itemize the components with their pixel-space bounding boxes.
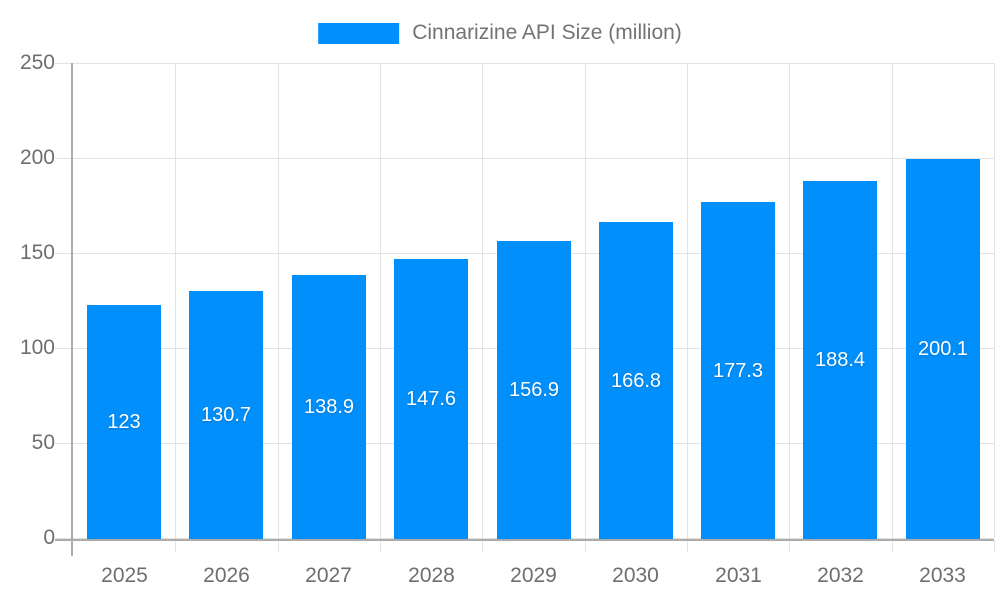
y-gridline xyxy=(55,158,994,159)
x-gridline xyxy=(687,63,688,538)
bar-2025[interactable] xyxy=(87,305,161,539)
x-axis-tick-label: 2031 xyxy=(715,564,762,587)
x-gridline xyxy=(892,63,893,538)
y-axis-tick-label: 200 xyxy=(19,146,55,169)
bar-2032[interactable] xyxy=(803,181,877,539)
x-axis-tick-label: 2032 xyxy=(817,564,864,587)
x-gridline xyxy=(585,63,586,538)
bar-2031[interactable] xyxy=(701,202,775,539)
x-gridline xyxy=(482,63,483,538)
x-axis-tick-label: 2033 xyxy=(919,564,966,587)
x-gridline xyxy=(994,63,995,538)
x-axis-tick xyxy=(482,540,483,552)
y-axis-tick-label: 250 xyxy=(19,51,55,74)
y-axis-tick-label: 150 xyxy=(19,241,55,264)
x-axis-tick xyxy=(175,540,176,552)
bar-2028[interactable] xyxy=(394,259,468,539)
bar-2033[interactable] xyxy=(906,159,980,539)
x-axis-tick xyxy=(994,540,995,552)
legend-label: Cinnarizine API Size (million) xyxy=(412,21,682,44)
x-axis-tick-label: 2025 xyxy=(101,564,148,587)
x-axis-tick-label: 2026 xyxy=(203,564,250,587)
x-axis-tick-label: 2027 xyxy=(305,564,352,587)
legend-swatch xyxy=(318,22,400,44)
x-gridline xyxy=(380,63,381,538)
x-axis-tick xyxy=(687,540,688,552)
y-axis-tick-label: 50 xyxy=(31,431,55,454)
y-gridline xyxy=(55,63,994,64)
x-axis-tick xyxy=(585,540,586,552)
x-gridline xyxy=(278,63,279,538)
x-gridline xyxy=(175,63,176,538)
x-axis-line xyxy=(55,539,994,541)
x-axis-tick xyxy=(892,540,893,552)
bar-2027[interactable] xyxy=(292,275,366,539)
x-gridline xyxy=(789,63,790,538)
x-axis-tick xyxy=(380,540,381,552)
x-axis-tick-label: 2030 xyxy=(612,564,659,587)
y-axis-tick-label: 0 xyxy=(43,526,55,549)
legend-item[interactable]: Cinnarizine API Size (million) xyxy=(318,21,682,45)
y-axis-tick-label: 100 xyxy=(19,336,55,359)
bar-2026[interactable] xyxy=(189,291,263,539)
y-axis-line xyxy=(71,63,73,556)
x-axis-tick-label: 2028 xyxy=(408,564,455,587)
x-axis-tick xyxy=(278,540,279,552)
bar-2030[interactable] xyxy=(599,222,673,539)
bar-2029[interactable] xyxy=(497,241,571,539)
x-axis-tick-label: 2029 xyxy=(510,564,557,587)
x-axis-tick xyxy=(789,540,790,552)
